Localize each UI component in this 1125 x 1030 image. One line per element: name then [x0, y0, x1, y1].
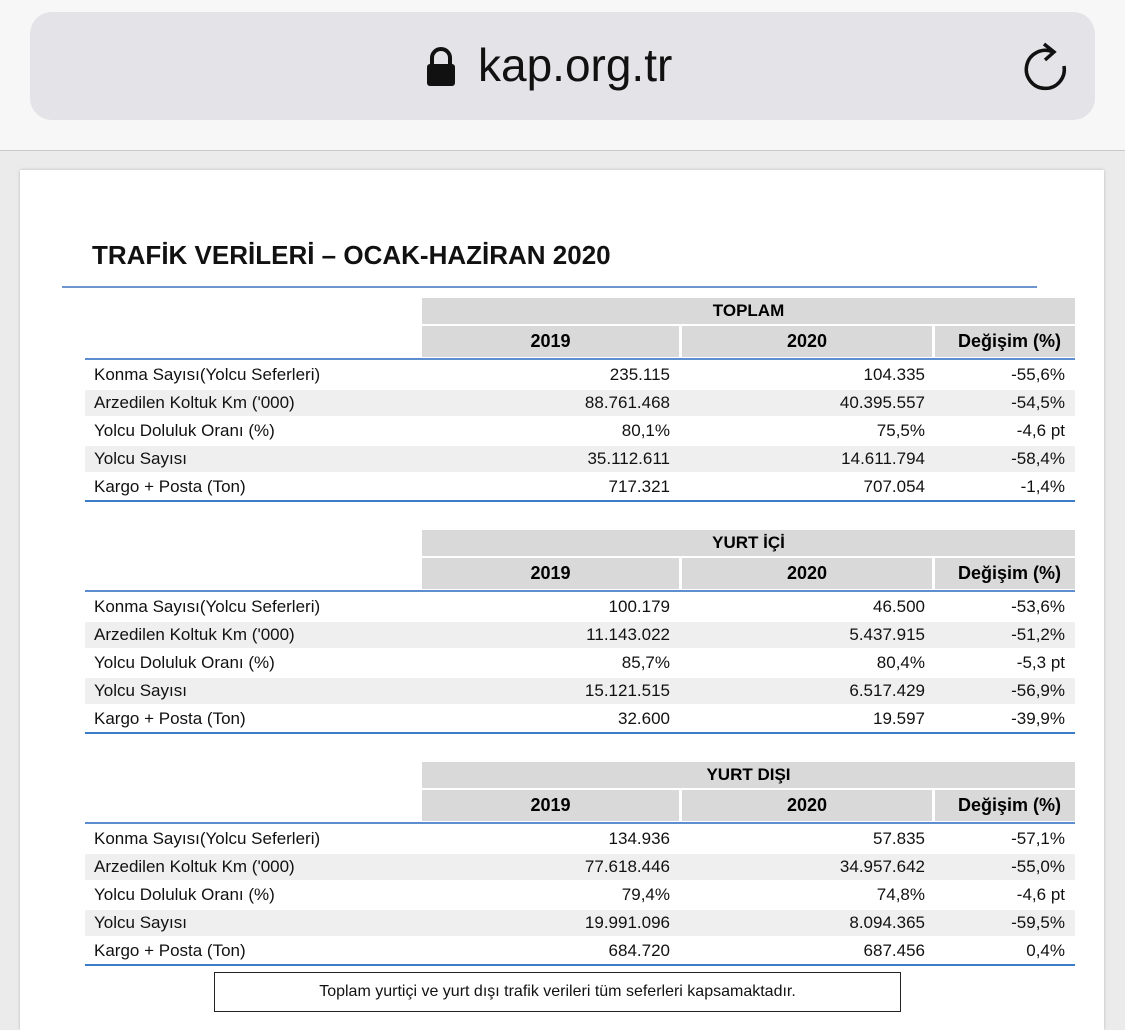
row-label: Arzedilen Koltuk Km ('000)	[94, 393, 295, 412]
row-shade	[85, 622, 1075, 648]
cell: 32.600	[618, 709, 670, 728]
row-label: Kargo + Posta (Ton)	[94, 709, 246, 728]
table-rule	[85, 964, 1075, 966]
cell: 100.179	[608, 597, 670, 616]
cell: 104.335	[863, 365, 925, 384]
cell: 74,8%	[876, 885, 925, 904]
cell: -55,0%	[1011, 857, 1065, 876]
row-label: Arzedilen Koltuk Km ('000)	[94, 857, 295, 876]
table-rule	[85, 500, 1075, 502]
column-header: 2019	[422, 558, 679, 589]
cell: 85,7%	[621, 653, 670, 672]
browser-bar: kap.org.tr	[0, 0, 1125, 151]
row-shade	[85, 910, 1075, 936]
cell: 235.115	[609, 365, 670, 384]
cell: 80,4%	[876, 653, 925, 672]
cell: -54,5%	[1011, 393, 1065, 412]
cell: 80,1%	[621, 421, 670, 440]
column-header: Değişim (%)	[935, 558, 1075, 589]
row-shade	[85, 678, 1075, 704]
header-rule	[85, 822, 1075, 824]
row-shade	[85, 854, 1075, 880]
cell: 11.143.022	[586, 625, 670, 644]
cell: -1,4%	[1020, 477, 1065, 496]
cell: 19.991.096	[584, 913, 670, 932]
cell: 46.500	[873, 597, 925, 616]
cell: 34.957.642	[839, 857, 925, 876]
cell: 19.597	[873, 709, 925, 728]
cell: 134.936	[608, 829, 670, 848]
cell: 684.720	[608, 941, 670, 960]
cell: -51,2%	[1011, 625, 1065, 644]
cell: -55,6%	[1011, 365, 1065, 384]
column-header: 2019	[422, 790, 679, 821]
cell: -53,6%	[1011, 597, 1065, 616]
row-label: Yolcu Sayısı	[94, 449, 187, 468]
header-rule	[85, 590, 1075, 592]
cell: 6.517.429	[849, 681, 925, 700]
table-rule	[85, 732, 1075, 734]
lock-icon	[427, 47, 455, 86]
cell: 8.094.365	[849, 913, 925, 932]
group-header: YURT DIŞI	[422, 762, 1075, 788]
cell: 707.054	[863, 477, 925, 496]
cell: 40.395.557	[839, 393, 925, 412]
cell: -4,6 pt	[1016, 885, 1065, 904]
row-label: Yolcu Sayısı	[94, 913, 187, 932]
column-header: 2020	[682, 558, 932, 589]
column-header: 2019	[422, 326, 679, 357]
cell: 0,4%	[1026, 941, 1065, 960]
reload-icon[interactable]	[1020, 42, 1072, 94]
row-shade	[85, 446, 1075, 472]
column-header: Değişim (%)	[935, 790, 1075, 821]
url[interactable]: kap.org.tr	[478, 39, 673, 91]
address-bar[interactable]	[30, 12, 1095, 120]
column-header: 2020	[682, 326, 932, 357]
column-header: Değişim (%)	[935, 326, 1075, 357]
cell: 35.112.611	[587, 449, 670, 468]
row-label: Yolcu Doluluk Oranı (%)	[94, 653, 275, 672]
cell: 88.761.468	[584, 393, 670, 412]
cell: 5.437.915	[849, 625, 925, 644]
cell: -39,9%	[1011, 709, 1065, 728]
cell: 75,5%	[876, 421, 925, 440]
title: TRAFİK VERİLERİ – OCAK-HAZİRAN 2020	[92, 240, 611, 270]
row-label: Konma Sayısı(Yolcu Seferleri)	[94, 365, 321, 384]
cell: 15.121.515	[584, 681, 670, 700]
cell: 14.611.794	[841, 449, 925, 468]
cell: -56,9%	[1011, 681, 1065, 700]
row-label: Yolcu Doluluk Oranı (%)	[94, 885, 275, 904]
footnote: Toplam yurtiçi ve yurt dışı trafik veril…	[214, 972, 901, 1012]
row-label: Arzedilen Koltuk Km ('000)	[94, 625, 295, 644]
cell: 79,4%	[621, 885, 670, 904]
row-shade	[85, 390, 1075, 416]
row-label: Kargo + Posta (Ton)	[94, 477, 246, 496]
cell: 57.835	[873, 829, 925, 848]
row-label: Konma Sayısı(Yolcu Seferleri)	[94, 829, 321, 848]
cell: -4,6 pt	[1016, 421, 1065, 440]
group-header: TOPLAM	[422, 298, 1075, 324]
cell: 687.456	[863, 941, 925, 960]
row-label: Kargo + Posta (Ton)	[94, 941, 246, 960]
cell: -59,5%	[1011, 913, 1065, 932]
column-header: 2020	[682, 790, 932, 821]
cell: 77.618.446	[584, 857, 670, 876]
cell: 717.321	[608, 477, 670, 496]
cell: -58,4%	[1011, 449, 1065, 468]
row-label: Konma Sayısı(Yolcu Seferleri)	[94, 597, 321, 616]
document: TRAFİK VERİLERİ – OCAK-HAZİRAN 2020 Topl…	[20, 170, 1104, 1030]
header-rule	[85, 358, 1075, 360]
row-label: Yolcu Sayısı	[94, 681, 187, 700]
title-rule	[62, 286, 1037, 288]
row-label: Yolcu Doluluk Oranı (%)	[94, 421, 275, 440]
group-header: YURT İÇİ	[422, 530, 1075, 556]
cell: -57,1%	[1011, 829, 1065, 848]
cell: -5,3 pt	[1016, 653, 1065, 672]
